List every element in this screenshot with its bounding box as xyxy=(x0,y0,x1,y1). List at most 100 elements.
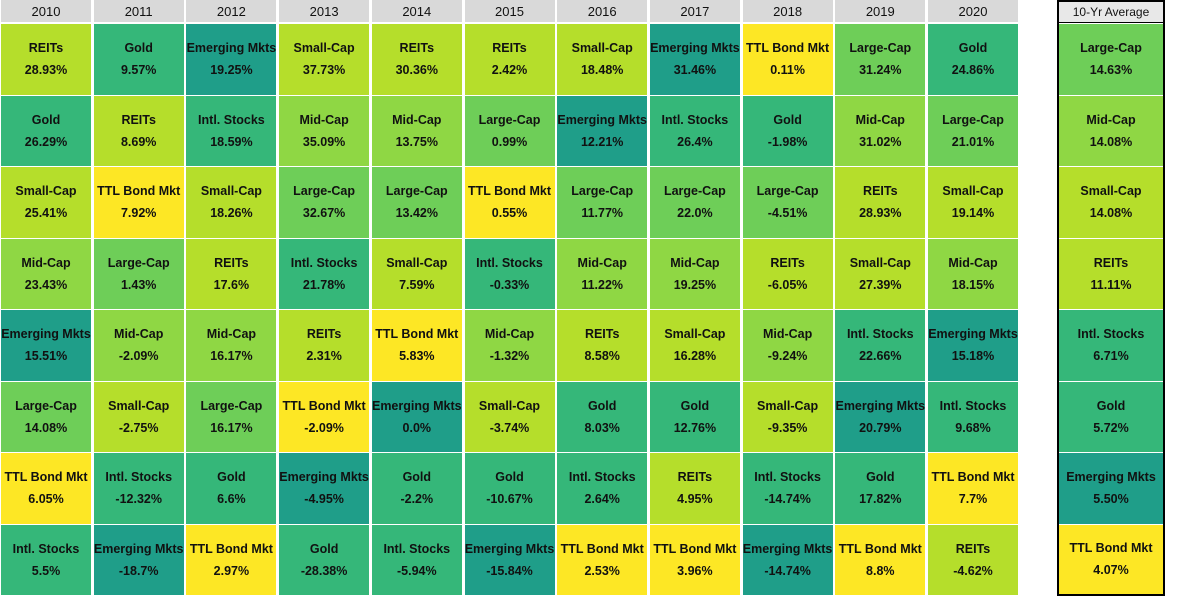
asset-label: Mid-Cap xyxy=(1086,112,1136,127)
return-cell: Intl. Stocks 9.68% xyxy=(928,381,1018,452)
return-cell: REITs 8.69% xyxy=(93,95,184,166)
asset-label: Small-Cap xyxy=(571,41,633,56)
asset-label: REITs xyxy=(214,255,249,270)
return-value: 5.5% xyxy=(31,563,61,578)
asset-label: Small-Cap xyxy=(200,184,262,199)
year-header-2014: 2014 xyxy=(371,0,462,22)
return-cell: Gold -28.38% xyxy=(279,524,370,595)
return-cell: TTL Bond Mkt 0.55% xyxy=(464,167,555,238)
asset-label: Intl. Stocks xyxy=(383,541,451,556)
return-cell: Small-Cap 37.73% xyxy=(279,24,370,95)
return-value: 16.28% xyxy=(673,349,717,364)
asset-label: Emerging Mkts xyxy=(742,541,833,556)
asset-label: REITs xyxy=(399,41,435,56)
return-cell: Intl. Stocks -12.32% xyxy=(93,453,184,524)
return-value: -15.84% xyxy=(486,563,533,578)
asset-label: Gold xyxy=(309,541,339,556)
return-cell: REITs 30.36% xyxy=(371,24,462,95)
asset-label: Large-Cap xyxy=(293,184,355,199)
return-cell: Mid-Cap 35.09% xyxy=(279,95,370,166)
return-value: 6.71% xyxy=(1093,349,1129,364)
return-value: 13.75% xyxy=(395,134,438,149)
asset-label: Gold xyxy=(958,41,988,56)
return-value: -1.32% xyxy=(489,349,530,364)
return-cell: Emerging Mkts -4.95% xyxy=(279,453,370,524)
return-value: -12.32% xyxy=(115,492,162,507)
return-value: 1.43% xyxy=(120,277,157,292)
asset-label: TTL Bond Mkt xyxy=(838,541,922,556)
return-value: 12.21% xyxy=(580,134,624,149)
asset-label: Gold xyxy=(773,112,802,127)
return-cell: REITs 2.31% xyxy=(279,310,370,381)
return-cell: Small-Cap -3.74% xyxy=(464,381,555,452)
return-value: -2.09% xyxy=(304,420,344,435)
return-value: 26.29% xyxy=(24,134,68,149)
return-cell: Mid-Cap 16.17% xyxy=(186,310,277,381)
return-cell: Emerging Mkts 12.21% xyxy=(557,95,648,166)
return-cell: TTL Bond Mkt 7.92% xyxy=(93,167,184,238)
return-cell: Emerging Mkts 15.51% xyxy=(1,310,91,381)
asset-label: Large-Cap xyxy=(1080,41,1142,56)
asset-label: Mid-Cap xyxy=(577,255,627,270)
year-header-2012: 2012 xyxy=(186,0,277,22)
asset-label: Gold xyxy=(402,470,432,485)
asset-label: TTL Bond Mkt xyxy=(560,541,644,556)
asset-label: Emerging Mkts xyxy=(93,541,184,556)
asset-label: TTL Bond Mkt xyxy=(97,184,181,199)
return-value: 8.58% xyxy=(584,349,620,364)
return-cell: Small-Cap 7.59% xyxy=(371,238,462,309)
asset-label: REITs xyxy=(863,184,898,199)
return-cell: TTL Bond Mkt 6.05% xyxy=(1,453,91,524)
return-value: 0.55% xyxy=(491,206,528,221)
return-cell: Intl. Stocks -5.94% xyxy=(371,524,462,595)
return-cell: Gold 24.86% xyxy=(928,24,1018,95)
asset-label: Small-Cap xyxy=(478,398,541,413)
asset-label: TTL Bond Mkt xyxy=(375,327,459,342)
asset-label: Intl. Stocks xyxy=(198,112,265,127)
asset-label: Mid-Cap xyxy=(206,327,257,342)
return-value: 7.92% xyxy=(120,206,157,221)
return-value: 5.83% xyxy=(399,349,435,364)
return-cell: REITs -6.05% xyxy=(742,238,833,309)
asset-label: REITs xyxy=(770,255,805,270)
asset-label: TTL Bond Mkt xyxy=(931,470,1015,485)
return-value: 28.93% xyxy=(859,206,902,221)
asset-label: Intl. Stocks xyxy=(661,112,729,127)
return-value: 6.6% xyxy=(217,492,246,507)
asset-label: Mid-Cap xyxy=(948,255,998,270)
return-cell: Mid-Cap 11.22% xyxy=(557,238,648,309)
return-cell: Gold 6.6% xyxy=(186,453,277,524)
return-value: -9.24% xyxy=(767,349,808,364)
return-cell: Large-Cap -4.51% xyxy=(742,167,833,238)
return-cell: REITs 8.58% xyxy=(557,310,648,381)
return-value: -14.74% xyxy=(764,563,811,578)
return-value: 21.01% xyxy=(951,134,995,149)
return-cell: REITs 28.93% xyxy=(835,167,926,238)
asset-label: Emerging Mkts xyxy=(557,112,647,127)
year-header-2017: 2017 xyxy=(649,0,740,22)
return-cell: Small-Cap 16.28% xyxy=(649,310,740,381)
asset-label: Mid-Cap xyxy=(762,327,813,342)
return-cell: Intl. Stocks 26.4% xyxy=(649,95,740,166)
return-cell: TTL Bond Mkt 2.53% xyxy=(557,524,648,595)
asset-label: Emerging Mkts xyxy=(464,541,555,556)
return-cell: Mid-Cap 31.02% xyxy=(835,95,926,166)
return-value: 12.76% xyxy=(673,420,717,435)
asset-label: Intl. Stocks xyxy=(846,327,914,342)
asset-label: Small-Cap xyxy=(293,41,355,56)
year-header-2011: 2011 xyxy=(93,0,184,22)
return-cell: Mid-Cap 23.43% xyxy=(1,238,91,309)
year-header-2016: 2016 xyxy=(557,0,648,22)
average-cell: TTL Bond Mkt 4.07% xyxy=(1059,524,1163,594)
return-value: 28.93% xyxy=(24,63,68,78)
asset-label: REITs xyxy=(955,541,991,556)
return-cell: Gold 12.76% xyxy=(649,381,740,452)
return-cell: TTL Bond Mkt -2.09% xyxy=(279,381,370,452)
return-cell: Small-Cap 27.39% xyxy=(835,238,926,309)
return-value: 8.69% xyxy=(120,134,157,149)
return-value: -9.35% xyxy=(767,420,808,435)
return-cell: TTL Bond Mkt 3.96% xyxy=(649,524,740,595)
return-cell: Intl. Stocks 2.64% xyxy=(557,453,648,524)
return-value: 9.68% xyxy=(955,420,991,435)
asset-label: Emerging Mkts xyxy=(928,327,1018,342)
